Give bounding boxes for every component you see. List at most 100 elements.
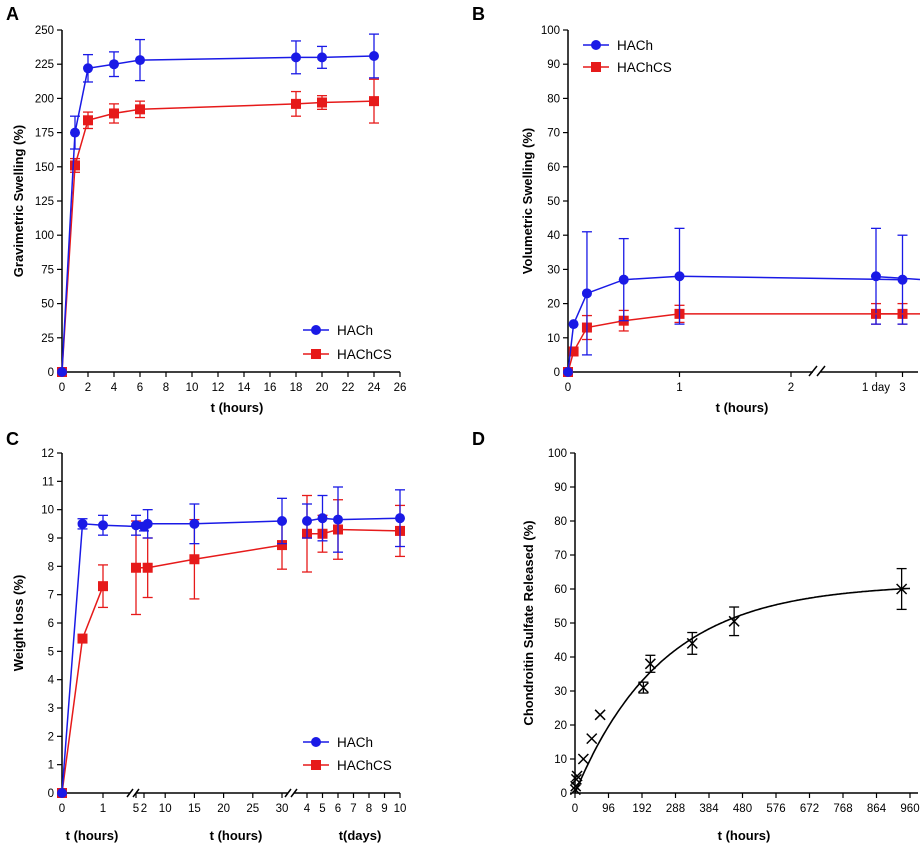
x-tick-label: 0 bbox=[59, 382, 65, 394]
panel-d-series bbox=[569, 567, 911, 796]
x-tick-label: 2 bbox=[141, 803, 147, 815]
y-tick-label: 0 bbox=[554, 367, 560, 379]
x-tick-label: 10 bbox=[159, 803, 172, 815]
x-tick-label: 5 bbox=[319, 803, 325, 815]
panel-c-x-label-days: t(days) bbox=[339, 828, 382, 843]
panel-b-legend: HACh HAChCS bbox=[583, 38, 672, 75]
y-tick-label: 40 bbox=[547, 230, 560, 242]
x-tick-label: 1 bbox=[676, 382, 682, 394]
y-tick-label: 4 bbox=[48, 675, 55, 687]
y-tick-label: 6 bbox=[48, 618, 54, 630]
x-tick-label: 25 bbox=[246, 803, 259, 815]
legend-hach-label: HACh bbox=[337, 735, 373, 750]
data-point-hachcs bbox=[568, 346, 579, 357]
x-tick-label: 15 bbox=[188, 803, 201, 815]
series-line-hach bbox=[135, 520, 283, 527]
panel-c-series bbox=[57, 486, 405, 798]
axis-break-mark bbox=[126, 788, 134, 798]
panel-c-x-label-hours: t (hours) bbox=[210, 828, 263, 843]
x-tick-label: 480 bbox=[733, 803, 752, 815]
data-point-hachcs bbox=[77, 633, 88, 644]
y-tick-label: 175 bbox=[35, 128, 54, 140]
y-tick-label: 8 bbox=[48, 561, 54, 573]
x-tick-label: 768 bbox=[833, 803, 852, 815]
series-line-hachcs bbox=[136, 544, 283, 569]
series-line-hachcs bbox=[61, 100, 375, 373]
panel-b: B 0 10 20 30 40 50 60 70 80 90 100 0 1 2 3 1 day t (ho… bbox=[472, 4, 920, 415]
x-tick-label: 7 bbox=[350, 803, 356, 815]
y-tick-label: 20 bbox=[554, 720, 567, 732]
panel-b-x-label: t (hours) bbox=[716, 400, 769, 415]
y-tick-label: 10 bbox=[41, 505, 54, 517]
legend-hachcs-marker bbox=[311, 349, 321, 359]
x-tick-label: 1 day bbox=[862, 382, 890, 394]
data-point-hach bbox=[98, 520, 108, 531]
x-tick-label: 3 bbox=[899, 382, 905, 394]
data-point-hachcs bbox=[131, 562, 141, 573]
legend-hach-marker bbox=[591, 40, 601, 50]
data-point-cs-release bbox=[570, 773, 582, 785]
axis-break-mark bbox=[290, 788, 298, 798]
y-tick-label: 225 bbox=[35, 59, 54, 71]
x-tick-label: 1 bbox=[100, 803, 106, 815]
y-tick-label: 60 bbox=[554, 584, 567, 596]
x-tick-label: 30 bbox=[276, 803, 289, 815]
data-point-cs-release bbox=[686, 637, 698, 649]
panel-d-y-ticks: 0 10 20 30 40 50 60 70 80 90 100 bbox=[548, 448, 575, 800]
y-tick-label: 250 bbox=[35, 25, 54, 37]
data-point-hach bbox=[83, 63, 93, 74]
data-point-hach bbox=[369, 50, 379, 61]
data-point-hach bbox=[568, 319, 579, 330]
y-tick-label: 11 bbox=[42, 476, 54, 488]
x-tick-label: 5 bbox=[133, 803, 139, 815]
x-tick-label: 288 bbox=[666, 803, 685, 815]
x-tick-label: 24 bbox=[368, 382, 381, 394]
x-tick-label: 2 bbox=[788, 382, 794, 394]
data-point-hach bbox=[57, 367, 67, 377]
y-tick-label: 80 bbox=[547, 93, 560, 105]
series-line-hachcs bbox=[307, 528, 401, 535]
y-tick-label: 50 bbox=[41, 299, 54, 311]
x-tick-label: 8 bbox=[163, 382, 169, 394]
legend-hachcs-marker bbox=[591, 62, 601, 72]
panel-d-x-ticks: 0 96 192 288 384 480 576 672 768 864 960 bbox=[572, 793, 920, 815]
data-point-hach bbox=[291, 52, 301, 63]
data-point-hach bbox=[70, 127, 80, 138]
legend-hach-marker bbox=[311, 325, 321, 335]
panel-b-label: B bbox=[472, 4, 485, 24]
x-tick-label: 672 bbox=[800, 803, 819, 815]
data-point-hach bbox=[109, 59, 119, 70]
data-point-hach bbox=[189, 518, 200, 529]
axis-break-mark bbox=[284, 788, 292, 798]
y-tick-label: 200 bbox=[35, 93, 54, 105]
y-tick-label: 40 bbox=[554, 652, 567, 664]
series-line-hach bbox=[567, 275, 903, 373]
y-tick-label: 30 bbox=[554, 686, 567, 698]
data-point-hachcs bbox=[83, 115, 93, 126]
panel-c-x-label-hours-early: t (hours) bbox=[66, 828, 119, 843]
y-tick-label: 3 bbox=[48, 703, 54, 715]
y-tick-label: 30 bbox=[547, 264, 560, 276]
data-point-hach bbox=[57, 788, 67, 798]
data-point-cs-release bbox=[594, 709, 606, 721]
y-tick-label: 1 bbox=[48, 760, 54, 772]
data-point-hach bbox=[317, 513, 328, 524]
y-tick-label: 10 bbox=[554, 754, 567, 766]
y-tick-label: 25 bbox=[41, 333, 54, 345]
data-point-hachcs bbox=[135, 104, 145, 115]
panel-b-y-label: Volumetric Swelling (%) bbox=[520, 128, 535, 274]
x-tick-label: 10 bbox=[394, 803, 407, 815]
data-point-hach bbox=[302, 516, 312, 526]
x-tick-label: 4 bbox=[304, 803, 311, 815]
data-point-hachcs bbox=[277, 540, 287, 551]
x-tick-label: 9 bbox=[381, 803, 387, 815]
x-tick-label: 576 bbox=[766, 803, 785, 815]
y-tick-label: 0 bbox=[48, 788, 54, 800]
data-point-hachcs bbox=[70, 160, 80, 171]
panel-d-y-label: Chondroitin Sulfate Released (%) bbox=[521, 520, 536, 725]
x-tick-label: 2 bbox=[85, 382, 91, 394]
x-tick-label: 8 bbox=[366, 803, 372, 815]
panel-a-x-ticks: 0 2 4 6 8 10 12 14 16 18 20 22 24 26 bbox=[59, 372, 406, 394]
